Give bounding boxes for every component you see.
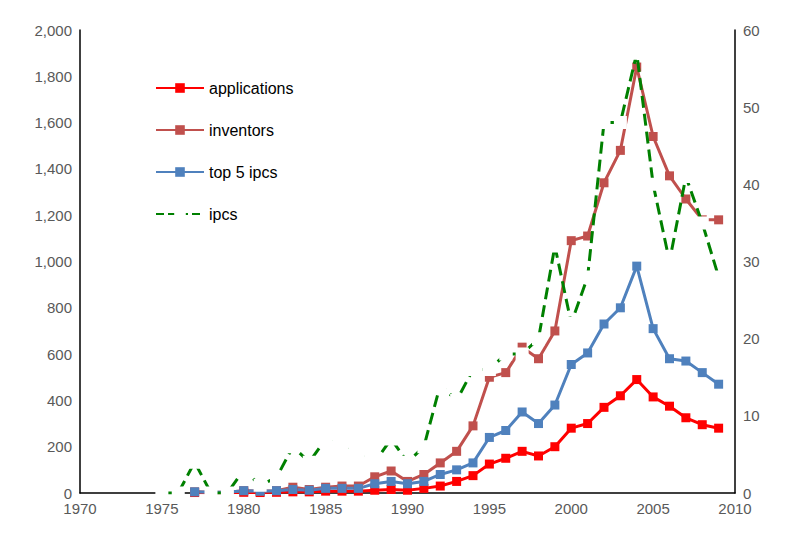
svg-text:2005: 2005	[636, 500, 669, 517]
svg-text:0: 0	[64, 485, 72, 502]
svg-text:1990: 1990	[391, 500, 424, 517]
svg-text:400: 400	[47, 392, 72, 409]
svg-text:40: 40	[743, 176, 760, 193]
svg-text:0: 0	[743, 485, 751, 502]
svg-text:1970: 1970	[63, 500, 96, 517]
svg-text:600: 600	[47, 346, 72, 363]
svg-text:200: 200	[47, 438, 72, 455]
svg-text:10: 10	[743, 407, 760, 424]
svg-text:ipcs: ipcs	[209, 206, 237, 223]
svg-text:1975: 1975	[145, 500, 178, 517]
svg-text:1985: 1985	[309, 500, 342, 517]
svg-text:50: 50	[743, 99, 760, 116]
svg-text:inventors: inventors	[209, 122, 274, 139]
svg-text:1980: 1980	[227, 500, 260, 517]
svg-text:1,000: 1,000	[34, 253, 72, 270]
svg-text:60: 60	[743, 22, 760, 39]
svg-text:top 5 ipcs: top 5 ipcs	[209, 164, 277, 181]
svg-text:800: 800	[47, 299, 72, 316]
svg-text:2000: 2000	[555, 500, 588, 517]
svg-text:2010: 2010	[718, 500, 751, 517]
svg-text:30: 30	[743, 253, 760, 270]
svg-text:applications: applications	[209, 80, 294, 97]
svg-text:1,600: 1,600	[34, 114, 72, 131]
svg-text:1,200: 1,200	[34, 207, 72, 224]
svg-text:1,800: 1,800	[34, 68, 72, 85]
svg-text:1995: 1995	[473, 500, 506, 517]
svg-text:20: 20	[743, 330, 760, 347]
svg-text:1,400: 1,400	[34, 160, 72, 177]
svg-text:2,000: 2,000	[34, 22, 72, 39]
